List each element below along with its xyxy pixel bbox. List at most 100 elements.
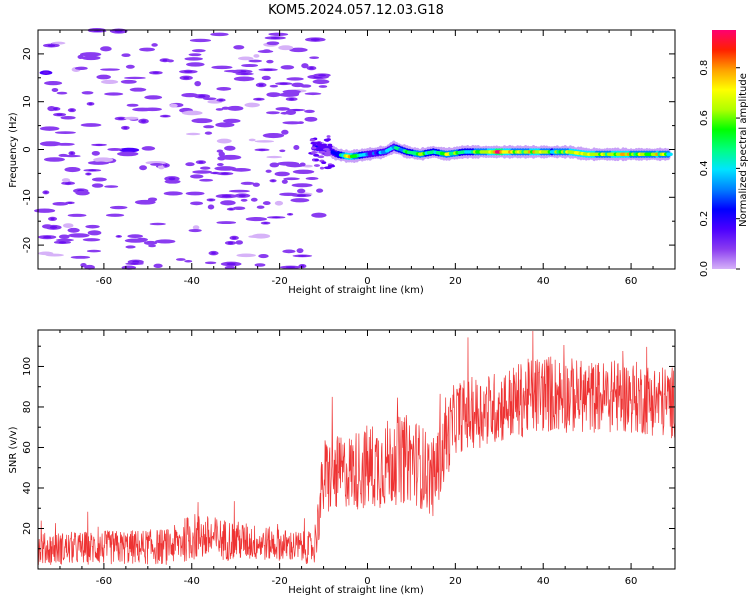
noise-blob bbox=[216, 221, 237, 225]
noise-blob bbox=[125, 245, 136, 249]
noise-blob bbox=[316, 188, 324, 193]
noise-blob bbox=[117, 151, 139, 157]
colorbar-tick-label: 0.0 bbox=[699, 261, 710, 277]
noise-blob-core bbox=[53, 107, 58, 111]
noise-blob-core bbox=[49, 225, 58, 229]
noise-blob bbox=[312, 79, 330, 85]
y-tick-label: -10 bbox=[22, 189, 33, 205]
noise-blob bbox=[124, 116, 139, 120]
noise-blob bbox=[289, 47, 308, 53]
noise-blob bbox=[210, 32, 229, 37]
noise-blob bbox=[77, 54, 84, 60]
noise-blob bbox=[280, 65, 295, 70]
noise-blob bbox=[150, 163, 164, 166]
noise-blob-core bbox=[70, 108, 74, 112]
noise-blob bbox=[39, 126, 60, 131]
noise-blob bbox=[245, 216, 268, 222]
noise-blob-core bbox=[117, 235, 121, 238]
noise-blob bbox=[235, 240, 244, 245]
noise-blob bbox=[44, 80, 63, 86]
noise-blob bbox=[216, 86, 232, 91]
noise-blob bbox=[233, 45, 245, 50]
x-tick-label: 40 bbox=[537, 576, 550, 587]
noise-blob-core bbox=[67, 202, 73, 204]
band-scatter bbox=[323, 166, 332, 170]
band-scatter bbox=[319, 145, 326, 149]
noise-blob-core bbox=[263, 222, 268, 224]
noise-blob-core bbox=[168, 177, 176, 181]
noise-blob bbox=[185, 132, 201, 136]
noise-blob bbox=[135, 237, 148, 242]
noise-blob bbox=[70, 255, 91, 259]
noise-blob bbox=[100, 46, 112, 52]
noise-blob bbox=[91, 150, 100, 156]
noise-blob bbox=[240, 198, 248, 202]
noise-blob bbox=[231, 168, 252, 172]
x-tick-label: 0 bbox=[364, 276, 370, 287]
noise-blob bbox=[277, 161, 300, 166]
noise-blob bbox=[107, 147, 123, 151]
noise-blob bbox=[82, 238, 101, 242]
noise-blob bbox=[282, 249, 296, 254]
noise-blob bbox=[281, 179, 288, 184]
noise-blob bbox=[269, 84, 279, 88]
noise-blob-core bbox=[95, 144, 103, 146]
noise-blob-core bbox=[221, 194, 232, 198]
noise-blob-core bbox=[279, 82, 288, 85]
noise-blob bbox=[75, 190, 90, 196]
noise-blob bbox=[143, 240, 158, 245]
noise-blob bbox=[175, 258, 186, 261]
figure-title: KOM5.2024.057.12.03.G18 bbox=[268, 3, 444, 18]
noise-blob-core bbox=[288, 97, 295, 101]
noise-blob bbox=[80, 262, 87, 268]
noise-blob bbox=[248, 235, 259, 238]
x-tick-label: -60 bbox=[96, 276, 112, 287]
y-tick-label: 20 bbox=[22, 522, 33, 535]
band-core bbox=[668, 152, 673, 157]
noise-blob bbox=[203, 125, 215, 129]
noise-blob-core bbox=[47, 44, 56, 47]
noise-blob-core bbox=[271, 179, 275, 182]
noise-blob bbox=[61, 178, 71, 183]
noise-blob bbox=[278, 92, 299, 97]
noise-blob-core bbox=[238, 194, 246, 198]
noise-blob bbox=[163, 191, 183, 196]
noise-blob bbox=[153, 263, 163, 269]
noise-blob bbox=[240, 181, 255, 185]
noise-blob-core bbox=[258, 83, 264, 87]
noise-blob-core bbox=[88, 102, 93, 105]
noise-blob bbox=[192, 225, 200, 230]
noise-blob bbox=[142, 107, 162, 112]
snr-series-line bbox=[37, 331, 676, 565]
noise-blob bbox=[309, 56, 320, 60]
noise-blob bbox=[279, 192, 298, 196]
noise-blob bbox=[275, 107, 290, 111]
noise-blob-core bbox=[309, 66, 314, 70]
noise-blob bbox=[129, 87, 147, 92]
band-scatter bbox=[326, 135, 331, 138]
x-tick-label: -20 bbox=[271, 276, 287, 287]
noise-blob bbox=[237, 56, 254, 61]
noise-blob bbox=[144, 95, 163, 100]
noise-blob bbox=[304, 109, 315, 113]
noise-blob bbox=[190, 201, 204, 206]
noise-blob-core bbox=[50, 217, 55, 221]
noise-blob bbox=[258, 254, 269, 259]
noise-blob bbox=[118, 147, 140, 153]
noise-blob-core bbox=[212, 172, 218, 174]
noise-blob bbox=[58, 153, 69, 157]
noise-blob-core bbox=[183, 76, 190, 80]
noise-blob-core bbox=[56, 113, 63, 116]
noise-blob-core bbox=[288, 213, 292, 216]
noise-blob bbox=[244, 102, 260, 108]
spectrogram-signal-band bbox=[308, 135, 673, 170]
noise-blob-core bbox=[123, 126, 128, 130]
band-scatter bbox=[323, 138, 330, 142]
x-tick-label: -40 bbox=[184, 276, 200, 287]
noise-blob bbox=[154, 239, 176, 244]
noise-blob-core bbox=[292, 109, 301, 111]
noise-blob bbox=[311, 212, 327, 218]
noise-blob bbox=[248, 59, 263, 63]
noise-blob-core bbox=[218, 99, 224, 102]
